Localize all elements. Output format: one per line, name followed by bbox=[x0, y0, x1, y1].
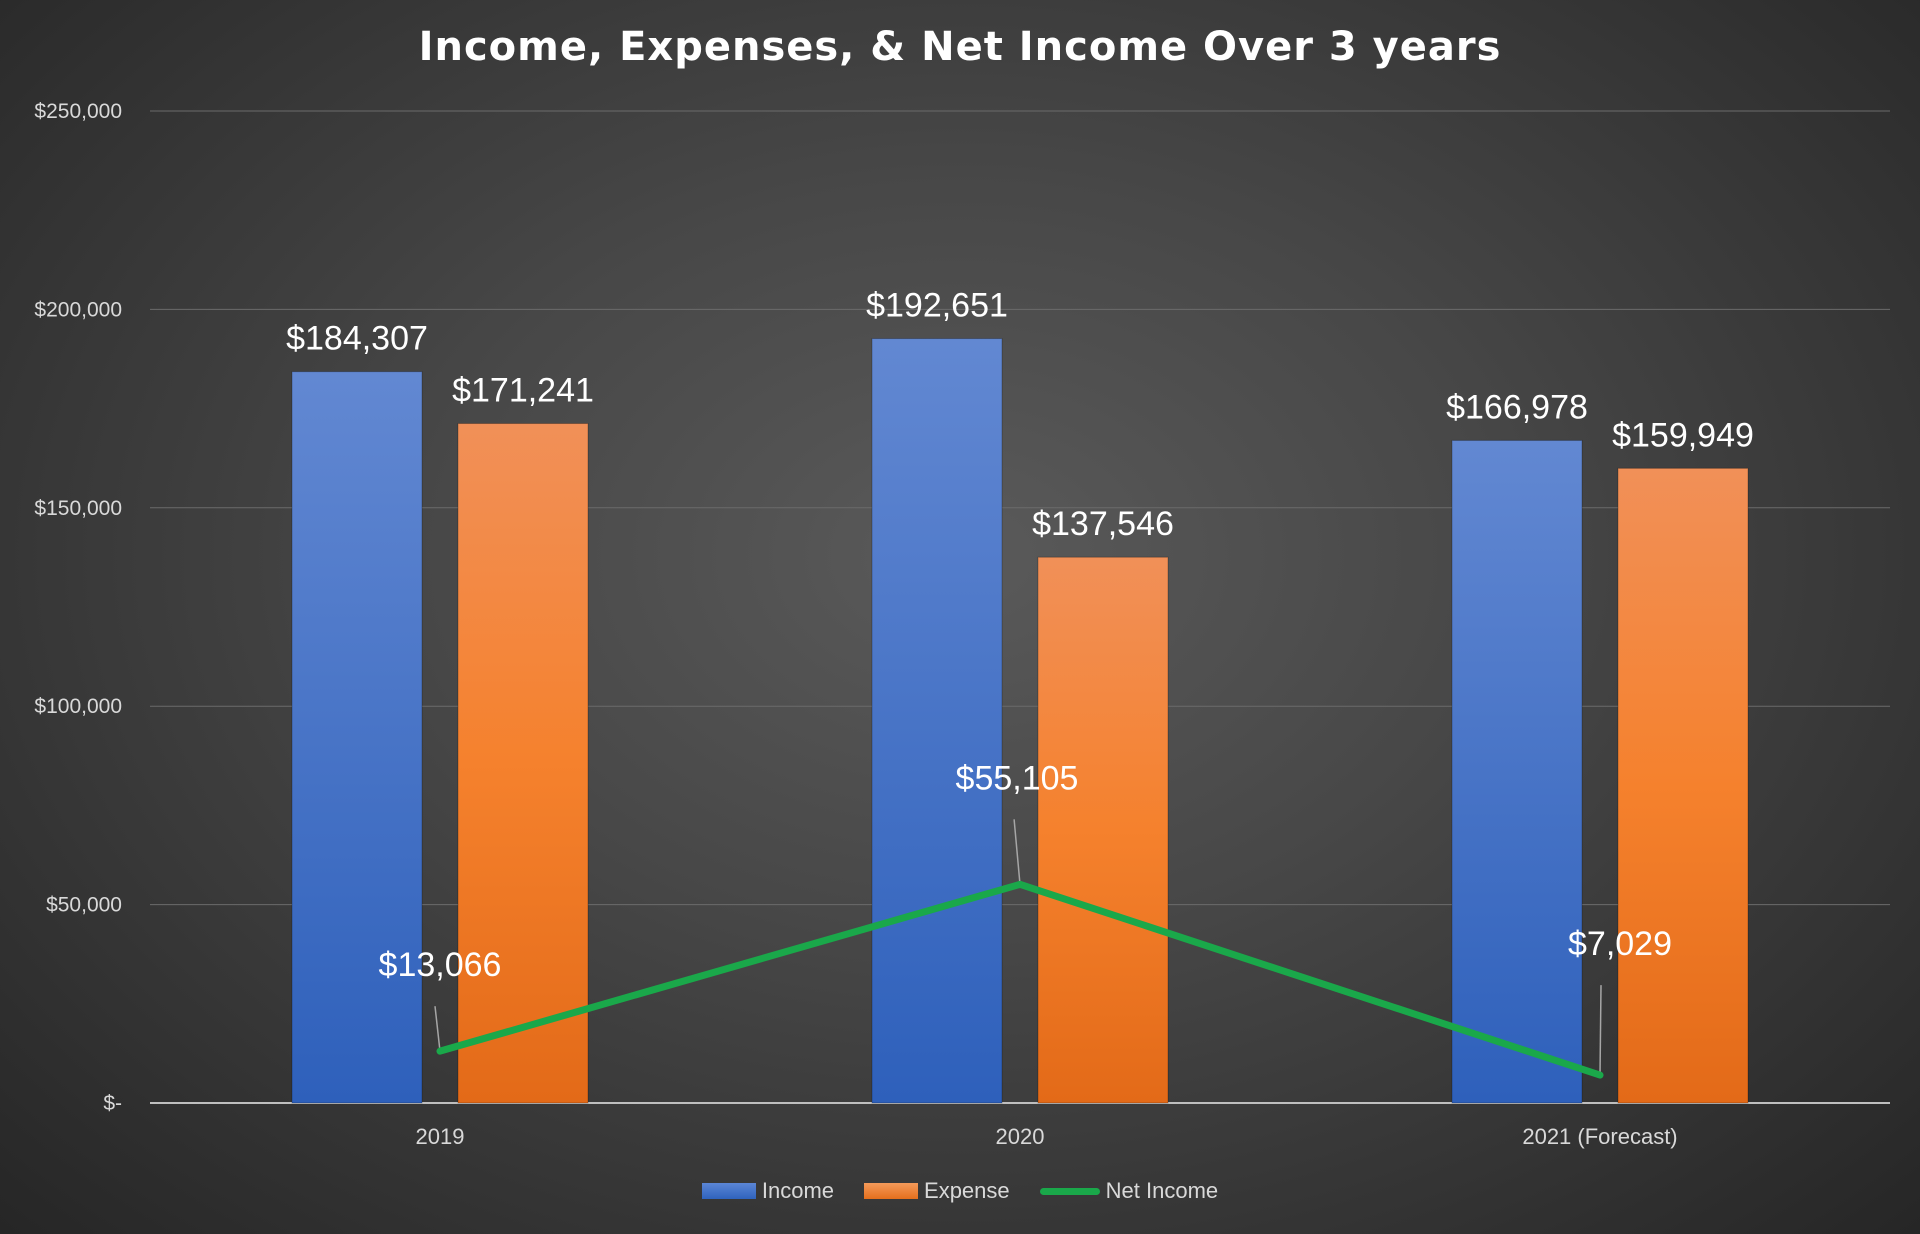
data-label-expense: $171,241 bbox=[452, 372, 594, 410]
data-label-income: $166,978 bbox=[1446, 388, 1588, 426]
y-tick-label: $250,000 bbox=[34, 100, 122, 123]
point-net-income bbox=[1597, 1072, 1603, 1079]
bar-income bbox=[871, 338, 1003, 1104]
bar-income bbox=[291, 371, 423, 1104]
y-tick-label: $150,000 bbox=[34, 497, 122, 520]
leader-line bbox=[434, 1006, 441, 1052]
x-tick-label: 2020 bbox=[996, 1124, 1045, 1149]
legend: Income Expense Net Income bbox=[0, 1178, 1920, 1204]
legend-label-expense: Expense bbox=[924, 1178, 1010, 1203]
legend-entry-net-income: Net Income bbox=[1039, 1178, 1219, 1204]
data-label-net-income: $7,029 bbox=[1568, 925, 1672, 963]
legend-label-income: Income bbox=[761, 1178, 835, 1203]
bar-expense bbox=[1617, 467, 1749, 1104]
legend-entry-expense: Expense bbox=[864, 1178, 1010, 1204]
bar-expense bbox=[1037, 556, 1169, 1104]
y-tick-label: $- bbox=[103, 1092, 122, 1115]
x-tick-label: 2019 bbox=[416, 1124, 465, 1149]
legend-swatch-expense bbox=[864, 1183, 919, 1199]
legend-entry-income: Income bbox=[701, 1178, 835, 1204]
legend-swatch-income bbox=[701, 1183, 756, 1199]
x-tick-label: 2021 (Forecast) bbox=[1522, 1124, 1677, 1149]
legend-label-net-income: Net Income bbox=[1105, 1178, 1219, 1203]
point-net-income bbox=[437, 1048, 443, 1055]
data-label-expense: $159,949 bbox=[1612, 416, 1754, 454]
bar-expense bbox=[457, 423, 589, 1104]
data-label-income: $184,307 bbox=[286, 320, 428, 358]
leader-line bbox=[1599, 985, 1602, 1076]
chart-title: Income, Expenses, & Net Income Over 3 ye… bbox=[418, 24, 1502, 70]
y-tick-label: $100,000 bbox=[34, 695, 122, 718]
data-label-net-income: $55,105 bbox=[956, 759, 1079, 797]
bar-income bbox=[1451, 439, 1583, 1104]
y-tick-label: $50,000 bbox=[46, 894, 122, 917]
leader-line bbox=[1013, 819, 1021, 885]
legend-swatch-net-income bbox=[1039, 1187, 1100, 1195]
y-tick-label: $200,000 bbox=[34, 298, 122, 321]
line-net-income bbox=[436, 880, 1604, 1079]
data-label-net-income: $13,066 bbox=[379, 946, 502, 984]
point-net-income bbox=[1017, 881, 1023, 888]
data-label-expense: $137,546 bbox=[1032, 505, 1174, 543]
data-label-income: $192,651 bbox=[866, 287, 1008, 325]
